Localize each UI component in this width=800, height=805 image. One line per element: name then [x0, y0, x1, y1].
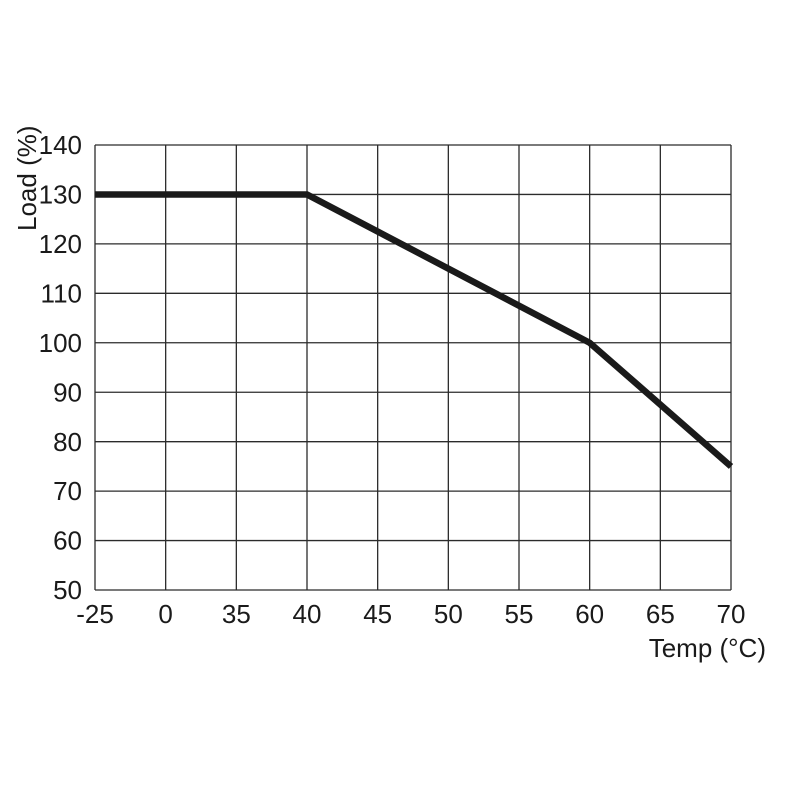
y-tick-label: 110 — [41, 278, 82, 308]
x-tick-label: 50 — [434, 599, 463, 629]
y-tick-label: 60 — [53, 526, 82, 556]
y-tick-label: 130 — [39, 180, 82, 210]
x-tick-labels: -25 0 35 40 45 50 55 60 65 70 — [76, 599, 745, 629]
gridlines — [94, 144, 732, 591]
load-curve-layer — [95, 191, 734, 469]
y-tick-label: 140 — [39, 130, 82, 160]
x-tick-label: 40 — [293, 599, 322, 629]
x-tick-label: 60 — [575, 599, 604, 629]
x-axis-label: Temp (°C) — [649, 633, 766, 663]
x-tick-label: 35 — [222, 599, 251, 629]
y-tick-label: 70 — [53, 476, 82, 506]
y-tick-label: 120 — [39, 229, 82, 259]
y-axis-label: Load (%) — [12, 126, 42, 232]
load-derating-curve — [95, 191, 734, 469]
y-tick-label: 80 — [53, 427, 82, 457]
x-tick-label: 55 — [505, 599, 534, 629]
x-tick-label: -25 — [76, 599, 114, 629]
y-tick-label: 90 — [53, 377, 82, 407]
y-tick-labels: 50 60 70 80 90 100 110 120 130 140 — [39, 130, 82, 605]
y-tick-label: 100 — [39, 328, 82, 358]
y-tick-label: 50 — [53, 575, 82, 605]
x-tick-label: 65 — [646, 599, 675, 629]
x-tick-label: 70 — [717, 599, 746, 629]
x-tick-label: 45 — [363, 599, 392, 629]
x-tick-label: 0 — [158, 599, 172, 629]
